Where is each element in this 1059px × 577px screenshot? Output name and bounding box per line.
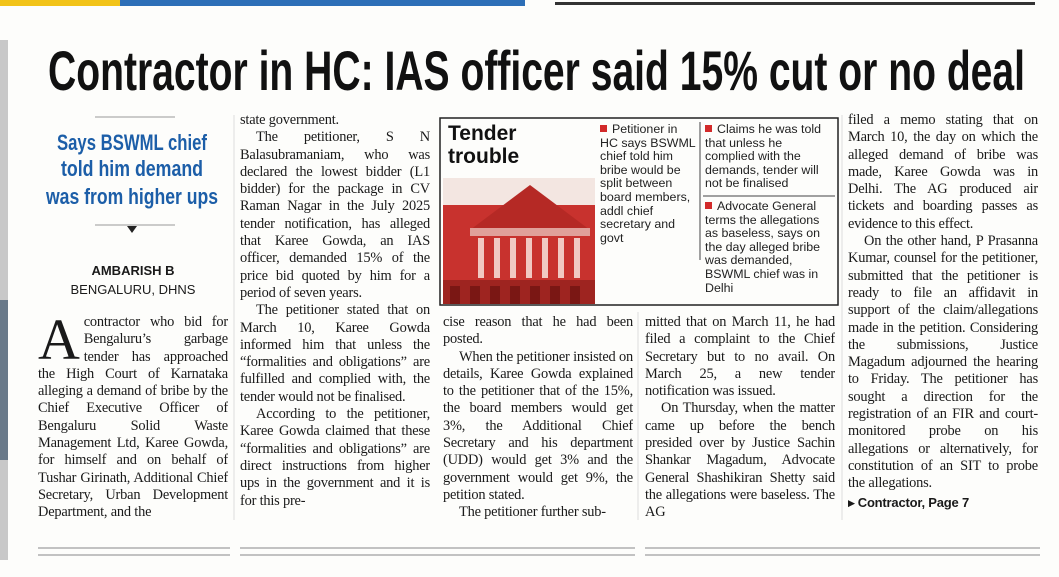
subhead-arrow <box>127 226 137 233</box>
column: A contractor who bid for Bengaluru’s gar… <box>38 314 228 520</box>
box-title: Tender trouble <box>448 122 520 168</box>
box-bullet: Petitioner in HC says BSWML chief told h… <box>600 122 696 245</box>
subhead-line: told him demand <box>61 156 203 181</box>
paragraph: When the petitioner insisted on details,… <box>443 348 633 503</box>
paragraph: The petitioner further sub- <box>459 504 606 520</box>
drop-cap: A <box>38 314 80 372</box>
column: cise reason that he had been posted. When… <box>443 314 633 520</box>
column: mitted that on March 11, he had filed a … <box>645 314 835 520</box>
column: filed a memo stating that on March 10, t… <box>848 112 1038 520</box>
bullet-text: Advocate General terms the allegations a… <box>705 199 821 295</box>
paragraph: state government. <box>240 112 339 128</box>
top-rule <box>555 2 1035 5</box>
paragraph: contractor who bid for Bengaluru’s garba… <box>38 314 228 520</box>
jump-line: ▸ Contractor, Page 7 <box>848 494 1038 511</box>
paragraph: cise reason that he had been posted. <box>443 314 633 348</box>
bullet-text: Petitioner in HC says BSWML chief told h… <box>600 122 696 245</box>
paragraph: According to the petitioner, Karee Gowda… <box>240 406 430 509</box>
paragraph: On the other hand, P Prasanna Kumar, cou… <box>848 233 1038 492</box>
headline: Contractor in HC: IAS officer said 15% c… <box>48 39 1025 102</box>
paragraph: The petitioner, S N Balasubramaniam, who… <box>240 129 430 301</box>
jump-arrow: ▸ <box>848 494 858 510</box>
box-bullet: Advocate General terms the allegations a… <box>705 199 835 295</box>
top-strip-blue <box>120 0 525 6</box>
jump-text: Contractor, Page 7 <box>857 494 970 510</box>
paragraph: The petitioner stated that on March 10, … <box>240 302 430 405</box>
subhead-line: Says BSWML chief <box>57 130 208 155</box>
paragraph: mitted that on March 11, he had filed a … <box>645 314 835 400</box>
column: state government. The petitioner, S N Bal… <box>240 112 430 520</box>
building-image <box>443 178 595 304</box>
paragraph: filed a memo stating that on March 10, t… <box>848 112 1038 232</box>
bullet-text: Claims he was told that unless he compli… <box>705 122 821 191</box>
bottom-rules <box>38 547 1040 556</box>
box-frame <box>439 117 839 306</box>
box-bullet: Claims he was told that unless he compli… <box>705 122 835 191</box>
byline-dateline: BENGALURU, DHNS <box>70 282 196 297</box>
left-edge-photo <box>0 300 8 460</box>
byline-author: AMBARISH B <box>91 263 175 278</box>
top-strip-yellow <box>0 0 120 6</box>
paragraph: On Thursday, when the matter came up bef… <box>645 400 835 520</box>
subhead-line: was from higher ups <box>45 184 218 209</box>
